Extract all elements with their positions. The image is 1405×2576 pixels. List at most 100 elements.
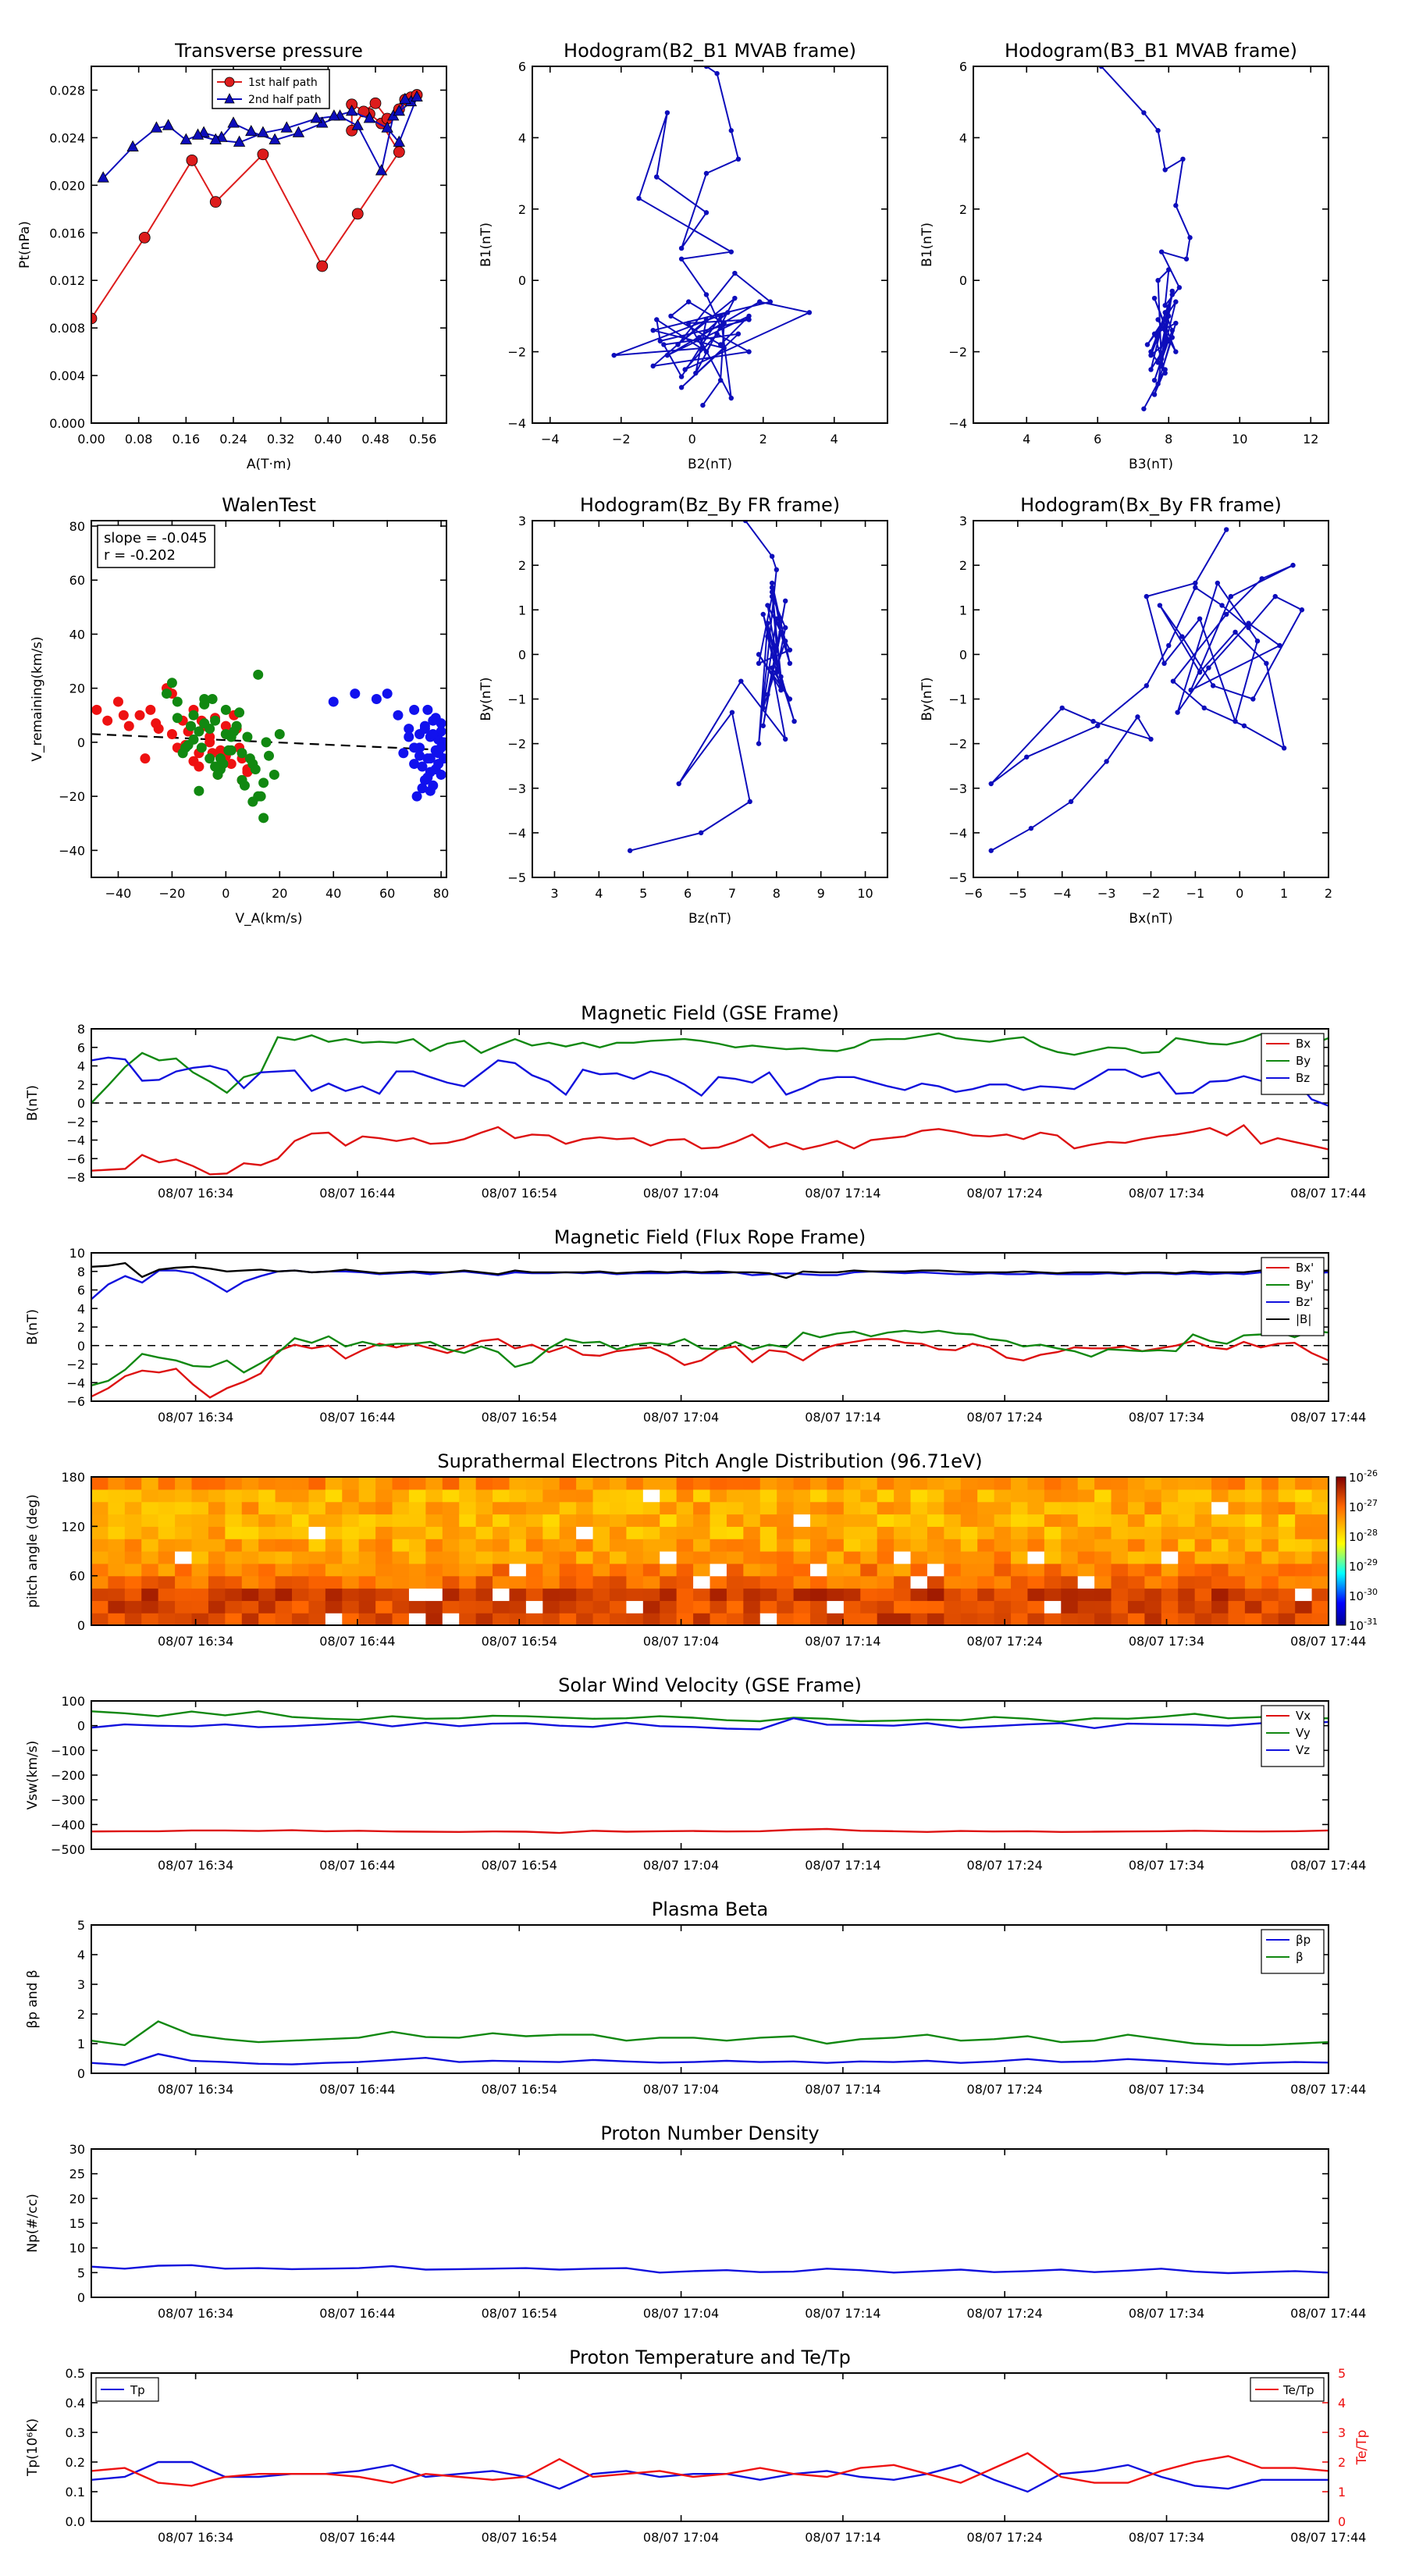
heat-cell (693, 1477, 711, 1490)
heat-cell (191, 1501, 209, 1515)
heat-cell (141, 1539, 159, 1552)
heat-cell (843, 1588, 861, 1601)
heat-cell (1244, 1613, 1262, 1626)
data-point (280, 121, 293, 133)
heat-cell (1111, 1489, 1129, 1503)
heat-cell (1311, 1551, 1329, 1564)
data-point (1193, 585, 1198, 590)
heat-cell (693, 1613, 711, 1626)
heat-cell (1278, 1526, 1296, 1539)
heat-cell (1144, 1514, 1162, 1527)
heat-cell (944, 1575, 962, 1589)
data-point (1169, 335, 1176, 340)
heat-cell (1211, 1613, 1229, 1626)
data-point (393, 710, 404, 720)
plot-area (627, 521, 797, 853)
heat-cell (559, 1563, 577, 1577)
heat-cell (191, 1539, 209, 1552)
data-point (162, 688, 173, 699)
data-point (436, 718, 446, 729)
data-point (1175, 710, 1180, 715)
y-tick-label: 0.3 (66, 2425, 85, 2440)
heat-cell (124, 1551, 142, 1564)
heat-cell (141, 1489, 159, 1503)
heat-cell (225, 1477, 243, 1490)
heat-cell (375, 1514, 393, 1527)
heat-cell (1244, 1588, 1262, 1601)
heat-cell (1044, 1501, 1062, 1515)
heat-cell (475, 1551, 493, 1564)
heat-cell (208, 1613, 226, 1626)
data-point (209, 196, 222, 208)
heat-cell (793, 1539, 811, 1552)
y-tick-label: 5 (77, 1918, 85, 1933)
y-tick-label: −2 (66, 1357, 85, 1372)
y-tick-label: 60 (69, 573, 85, 588)
data-point (774, 567, 780, 573)
data-point (782, 736, 788, 742)
heat-cell (676, 1539, 694, 1552)
data-point (782, 598, 788, 604)
heat-cell (91, 1613, 109, 1626)
data-point (746, 317, 752, 322)
heat-cell (994, 1501, 1012, 1515)
data-point (1166, 306, 1172, 311)
heat-cell (1244, 1575, 1262, 1589)
data-point (746, 349, 752, 354)
heat-cell (843, 1563, 861, 1577)
data-point (1158, 249, 1165, 254)
heat-cell (843, 1477, 861, 1490)
heat-cell (1094, 1526, 1112, 1539)
y-tick-label: 0.5 (66, 2366, 85, 2381)
heat-cell (91, 1551, 109, 1564)
heat-cell (425, 1588, 443, 1601)
data-point (1272, 593, 1278, 600)
heat-cell (676, 1575, 694, 1589)
heat-cell (342, 1501, 360, 1515)
heat-cell (375, 1563, 393, 1577)
heat-cell (191, 1477, 209, 1490)
heat-cell (208, 1600, 226, 1614)
heat-cell (1144, 1477, 1162, 1490)
heat-cell (1144, 1563, 1162, 1577)
y-tick-label: 4 (77, 1301, 85, 1316)
y-axis-label: βp and β (25, 1969, 41, 2028)
x-tick-label: 0.00 (77, 432, 105, 447)
heat-cell (1194, 1563, 1212, 1577)
heat-cell (493, 1588, 510, 1601)
data-point (700, 402, 706, 408)
x-tick-label: 08/07 16:54 (482, 2082, 557, 2097)
x-tick-label: 08/07 17:24 (967, 1634, 1043, 1649)
heat-cell (1228, 1489, 1246, 1503)
heat-cell (1061, 1600, 1079, 1614)
heat-cell (827, 1551, 845, 1564)
data-point (382, 688, 393, 699)
data-point (611, 352, 617, 358)
heat-cell (158, 1563, 176, 1577)
heat-cell (726, 1563, 744, 1577)
heat-cell (292, 1613, 310, 1626)
data-point (693, 370, 699, 376)
y-tick-label: 0 (77, 1096, 85, 1111)
y-tick-label: −2 (66, 1115, 85, 1130)
heat-cell (827, 1575, 845, 1589)
heat-cell (743, 1563, 761, 1577)
heat-cell (944, 1514, 962, 1527)
x-tick-label: 08/07 17:24 (967, 2306, 1043, 2321)
heat-cell (91, 1575, 109, 1589)
heat-cell (894, 1563, 912, 1577)
data-point (1148, 736, 1154, 742)
heat-cell (710, 1575, 727, 1589)
heat-cell (1061, 1501, 1079, 1515)
y-tick-label: −2 (948, 345, 967, 360)
data-point (226, 759, 237, 770)
heat-cell (525, 1551, 543, 1564)
data-point (411, 791, 422, 802)
heat-cell (1278, 1588, 1296, 1601)
heat-cell (1311, 1477, 1329, 1490)
heat-cell (292, 1489, 310, 1503)
data-point (769, 580, 775, 586)
heat-cell (810, 1613, 828, 1626)
colorbar-label: 10-31 (1349, 1617, 1378, 1633)
data-point (725, 310, 731, 315)
